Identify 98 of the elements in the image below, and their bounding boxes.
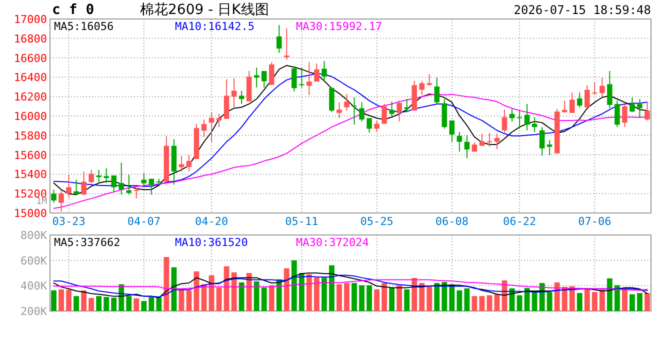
text: 1M [36, 197, 48, 207]
y-tick-label: 16800 [14, 32, 47, 46]
candlestick [644, 101, 650, 121]
candlestick [600, 77, 605, 97]
y-tick-label: 800K [20, 229, 48, 242]
candlestick [126, 174, 132, 196]
candlestick [284, 28, 290, 60]
y-tick-label: 16400 [14, 71, 47, 84]
candlestick [58, 189, 64, 212]
text: MA5:16056 [54, 20, 114, 33]
candlestick [201, 118, 207, 138]
text: c f 0 [52, 2, 94, 18]
candlestick [111, 174, 116, 192]
y-tick-label: 15000 [14, 207, 47, 220]
y-tick-label: 15400 [14, 168, 47, 182]
y-tick-label: 200K [20, 305, 48, 318]
candlestick [329, 87, 334, 113]
x-tick-label: 04-20 [194, 215, 228, 228]
line-series [53, 279, 648, 291]
text: 2026-07-15 18:59:48 [514, 3, 651, 17]
candlestick [96, 169, 102, 184]
text: MA10:16142.5 [175, 20, 254, 33]
candlestick [148, 178, 154, 196]
y-tick-label: 600K [20, 254, 48, 268]
candlestick [352, 96, 357, 126]
candlestick [630, 96, 635, 113]
text: MA10:361520 [175, 236, 248, 249]
candlestick [134, 187, 140, 200]
candlestick [426, 74, 432, 86]
candlestick [336, 102, 342, 119]
chart-title: 棉花2609 - 日K线图 [140, 2, 269, 18]
candlestick [442, 98, 448, 130]
y-tick-label: 15800 [14, 129, 47, 142]
y-tick-label: 15600 [14, 148, 47, 162]
candlestick [224, 78, 230, 120]
x-tick-label: 06-22 [502, 215, 536, 228]
candlestick [216, 113, 222, 128]
candlestick [74, 179, 79, 196]
x-tick-label: 07-06 [578, 215, 612, 228]
candlestick [456, 132, 462, 152]
candlestick [178, 155, 184, 172]
candlestick [314, 62, 320, 82]
candlestick [524, 103, 530, 131]
candlestick [614, 100, 620, 128]
candlestick [186, 154, 192, 172]
candlestick [404, 98, 410, 113]
candlestick [577, 92, 582, 108]
text: MA30:372024 [296, 236, 370, 249]
y-tick-label: 16000 [14, 110, 47, 123]
candlestick [494, 133, 500, 150]
candlestick [374, 120, 380, 133]
candlestick [141, 172, 147, 186]
x-tick-label: 04-07 [127, 215, 160, 228]
candlestick [396, 100, 402, 122]
candlestick [104, 168, 109, 184]
candlestick [479, 133, 485, 146]
candlestick [419, 80, 424, 96]
candlestick [592, 82, 598, 96]
candlestick [584, 84, 590, 108]
candlestick [261, 70, 267, 88]
text: MA30:15992.17 [296, 20, 382, 33]
candlestick [389, 101, 394, 118]
candlestick [292, 66, 297, 92]
candlestick [464, 134, 470, 159]
x-tick-label: 03-23 [52, 215, 86, 228]
candlestick [51, 189, 56, 204]
candlestick [502, 109, 508, 134]
candlestick [81, 170, 86, 196]
candlestick [607, 70, 612, 109]
candlestick [322, 60, 327, 82]
x-tick-label: 06-08 [435, 215, 468, 228]
candlestick [486, 132, 492, 148]
candlestick [66, 174, 72, 198]
x-tick-label: 05-11 [285, 215, 318, 228]
text: MA5:337662 [54, 236, 120, 249]
x-tick-label: 05-25 [360, 215, 394, 228]
candlestick [366, 118, 372, 134]
candlestick [306, 62, 312, 96]
candlestick [382, 103, 387, 124]
candlestick [637, 98, 642, 118]
y-tick-label: 16200 [14, 90, 47, 104]
candlestick [88, 169, 94, 184]
candlestick [622, 103, 628, 128]
candlestick [569, 92, 575, 114]
y-tick-label: 400K [20, 280, 48, 293]
candlestick [434, 77, 440, 104]
candlestick [344, 94, 350, 112]
candlestick [516, 110, 522, 130]
candlestick [268, 62, 274, 86]
candlestick [539, 126, 545, 156]
y-tick-label: 16600 [14, 52, 47, 65]
candlestick [118, 162, 124, 196]
candlestick [449, 120, 455, 142]
candlestick [238, 90, 244, 104]
candlestick [299, 67, 304, 88]
candlestick [359, 102, 364, 122]
y-tick-label: 17000 [14, 13, 47, 26]
candlestick [276, 24, 282, 54]
